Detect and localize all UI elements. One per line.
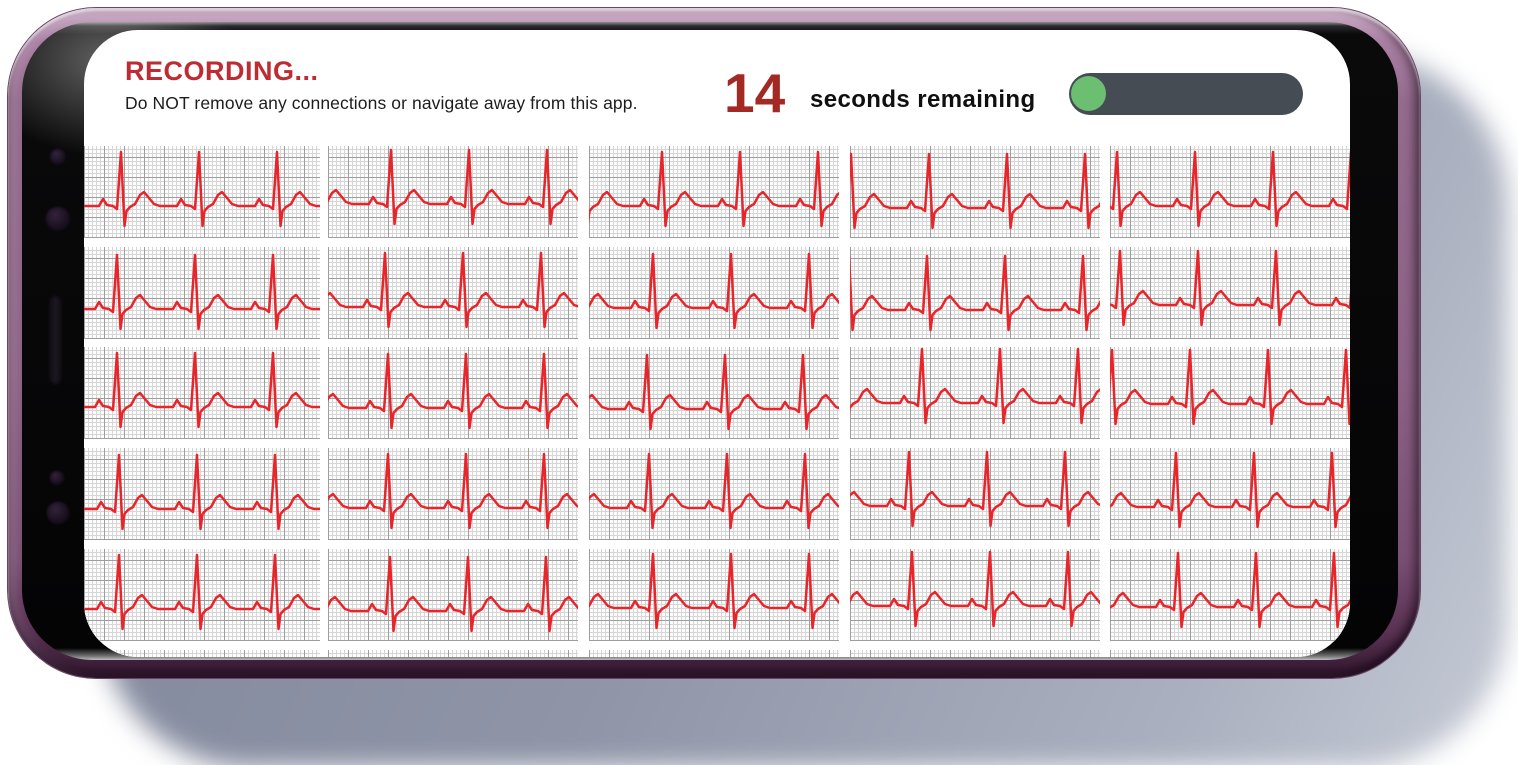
progress-knob <box>1071 76 1106 111</box>
ecg-panel <box>1110 247 1350 339</box>
ecg-panel <box>328 650 578 657</box>
ecg-panel <box>1110 146 1350 238</box>
ecg-panel <box>1110 650 1350 657</box>
ecg-trace <box>589 353 839 431</box>
ecg-trace <box>589 252 839 330</box>
countdown-value: 14 <box>724 62 786 124</box>
ecg-panel <box>589 347 839 439</box>
ecg-panel <box>84 247 320 339</box>
ecg-trace <box>1110 451 1350 529</box>
ecg-panel <box>84 146 320 238</box>
ecg-panel <box>850 247 1100 339</box>
sensor-large <box>46 501 70 525</box>
ecg-panel <box>589 448 839 540</box>
ecg-panel <box>84 347 320 439</box>
ecg-panel <box>328 549 578 641</box>
ecg-panel <box>1110 347 1350 439</box>
front-camera-large <box>45 206 71 232</box>
ecg-trace <box>1110 249 1350 327</box>
ecg-trace <box>84 253 320 331</box>
ecg-trace <box>328 251 578 329</box>
ecg-panel <box>328 347 578 439</box>
ecg-panel <box>589 650 839 657</box>
ecg-trace <box>1110 348 1350 426</box>
ecg-panel <box>850 549 1100 641</box>
ecg-panel <box>1110 549 1350 641</box>
ecg-panel <box>84 448 320 540</box>
ecg-panel <box>84 650 320 657</box>
ecg-panel <box>850 347 1100 439</box>
ecg-trace <box>84 553 320 631</box>
ecg-trace <box>850 254 1100 332</box>
earpiece-speaker <box>48 295 63 385</box>
ecg-trace <box>589 452 839 530</box>
ecg-trace <box>589 150 839 228</box>
ecg-panel <box>589 146 839 238</box>
ecg-trace <box>84 150 320 228</box>
countdown-label: seconds remaining <box>810 86 1036 113</box>
ecg-panel <box>589 549 839 641</box>
ecg-panel <box>850 448 1100 540</box>
ecg-trace <box>1110 150 1350 228</box>
recording-title: RECORDING... <box>125 56 319 86</box>
ecg-trace <box>84 351 320 429</box>
ecg-trace <box>328 148 578 226</box>
sensor-small <box>49 470 65 486</box>
ecg-panel <box>850 146 1100 238</box>
app-screen: RECORDING... Do NOT remove any connectio… <box>84 30 1350 657</box>
ecg-trace <box>850 347 1100 425</box>
recording-progress-bar <box>1069 73 1303 115</box>
ecg-panel <box>1110 448 1350 540</box>
ecg-panel <box>328 247 578 339</box>
ecg-panel <box>328 448 578 540</box>
ecg-grid <box>84 30 1350 657</box>
ecg-panel <box>850 650 1100 657</box>
ecg-trace <box>589 552 839 630</box>
ecg-trace <box>328 555 578 633</box>
ecg-panel <box>589 247 839 339</box>
ecg-trace <box>328 452 578 530</box>
ecg-trace <box>850 450 1100 528</box>
ecg-trace <box>850 152 1100 230</box>
ecg-panel <box>328 146 578 238</box>
front-camera-small <box>49 148 67 166</box>
ecg-panel <box>84 549 320 641</box>
ecg-trace <box>1110 551 1350 629</box>
recording-warning: Do NOT remove any connections or navigat… <box>125 93 638 113</box>
ecg-trace <box>84 453 320 531</box>
ecg-trace <box>850 550 1100 628</box>
ecg-trace <box>328 352 578 430</box>
